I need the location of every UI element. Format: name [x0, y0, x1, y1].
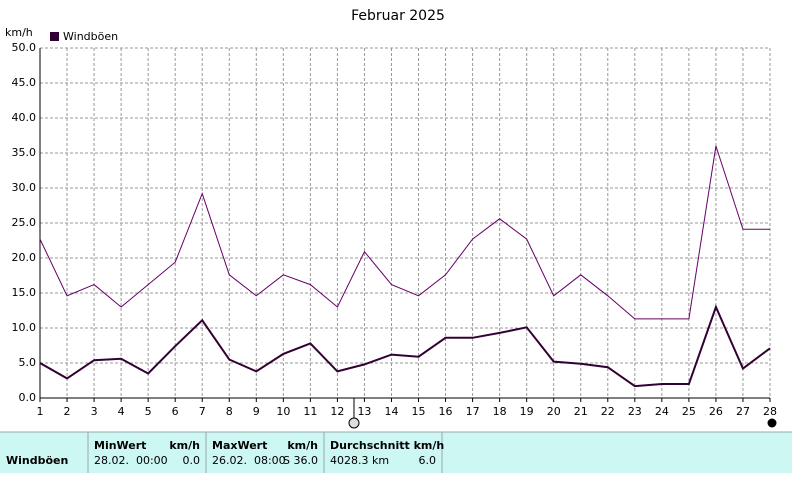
cell-when: 4028.3 km [330, 454, 389, 467]
x-tick-label: 12 [330, 405, 344, 418]
y-tick-label: 45.0 [12, 76, 37, 89]
x-tick-label: 23 [628, 405, 642, 418]
x-tick-label: 21 [574, 405, 588, 418]
x-tick-label: 13 [357, 405, 371, 418]
cell-unit: km/h [287, 439, 318, 452]
x-tick-label: 20 [547, 405, 561, 418]
x-tick-label: 26 [709, 405, 723, 418]
series-line [39, 145, 770, 320]
y-tick-label: 30.0 [12, 181, 37, 194]
x-tick-label: 4 [118, 405, 125, 418]
x-tick-label: 15 [412, 405, 426, 418]
x-tick-label: 16 [439, 405, 453, 418]
cell-head: MinWert [94, 439, 146, 452]
x-tick-label: 28 [763, 405, 777, 418]
table-bg [0, 432, 792, 473]
y-tick-label: 50.0 [12, 41, 37, 54]
cell-head: MaxWert [212, 439, 267, 452]
series-line [39, 304, 771, 388]
cell-value: 6.0 [419, 454, 437, 467]
cell-head: Durchschnitt km/h [330, 439, 444, 452]
cursor-marker [348, 417, 360, 429]
cell-when: 28.02. 00:00 [94, 454, 168, 467]
y-tick-label: 40.0 [12, 111, 37, 124]
x-tick-label: 17 [466, 405, 480, 418]
cell-unit: km/h [169, 439, 200, 452]
x-tick-label: 8 [226, 405, 233, 418]
y-tick-label: 10.0 [12, 321, 37, 334]
y-tick-label: 25.0 [12, 216, 37, 229]
x-tick-label: 11 [303, 405, 317, 418]
end-marker [767, 418, 777, 428]
x-tick-label: 2 [64, 405, 71, 418]
x-tick-label: 25 [682, 405, 696, 418]
table-row-label: Windböen [6, 454, 68, 467]
x-tick-label: 1 [37, 405, 44, 418]
y-unit: km/h [5, 26, 33, 39]
x-tick-label: 5 [145, 405, 152, 418]
x-tick-label: 24 [655, 405, 669, 418]
x-tick-label: 10 [276, 405, 290, 418]
x-tick-label: 3 [91, 405, 98, 418]
x-tick-label: 7 [199, 405, 206, 418]
y-tick-label: 0.0 [19, 391, 37, 404]
cell-value: 0.0 [183, 454, 201, 467]
cell-value: S 36.0 [283, 454, 318, 467]
y-tick-label: 15.0 [12, 286, 37, 299]
x-tick-label: 19 [520, 405, 534, 418]
y-tick-label: 20.0 [12, 251, 37, 264]
x-tick-label: 6 [172, 405, 179, 418]
x-tick-label: 9 [253, 405, 260, 418]
legend-label: Windböen [63, 30, 118, 43]
chart-title: Februar 2025 [351, 8, 445, 24]
table-lines [0, 431, 792, 473]
legend-swatch [50, 32, 59, 41]
y-tick-label: 35.0 [12, 146, 37, 159]
y-tick-label: 5.0 [19, 356, 37, 369]
x-tick-label: 14 [384, 405, 398, 418]
x-tick-label: 27 [736, 405, 750, 418]
x-tick-label: 18 [493, 405, 507, 418]
x-tick-label: 22 [601, 405, 615, 418]
cell-when: 26.02. 08:00 [212, 454, 286, 467]
